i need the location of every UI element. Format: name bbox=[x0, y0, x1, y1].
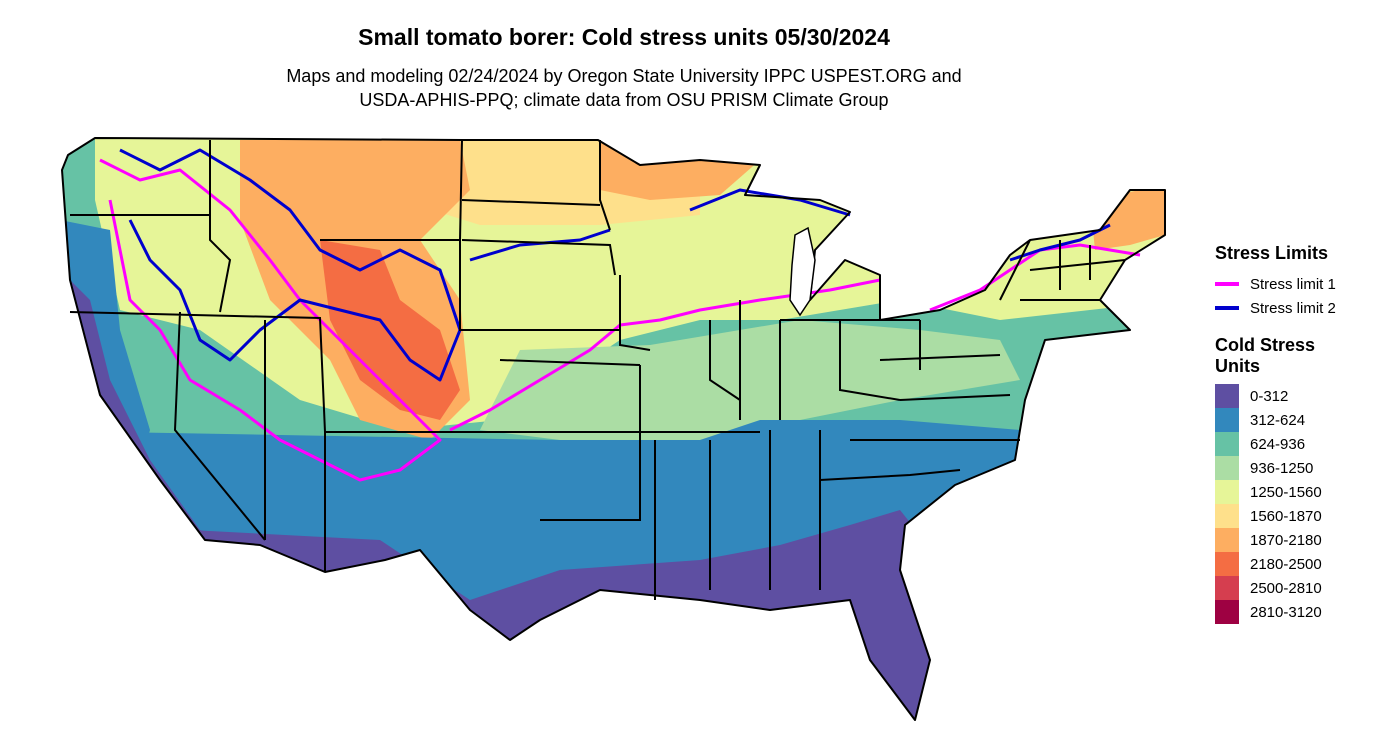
subtitle-line-2: USDA-APHIS-PPQ; climate data from OSU PR… bbox=[359, 90, 889, 110]
cold-stress-unit-label: 624-936 bbox=[1250, 435, 1306, 453]
state-borders bbox=[69, 139, 1126, 600]
cold-stress-unit-swatch bbox=[1215, 528, 1239, 552]
cold-stress-unit-label: 1870-2180 bbox=[1250, 531, 1322, 549]
cold-stress-unit-label: 2180-2500 bbox=[1250, 555, 1322, 573]
cold-stress-unit-legend-item: 936-1250 bbox=[1215, 456, 1313, 480]
stress-bands bbox=[62, 138, 1165, 720]
cold-stress-unit-legend-item: 1560-1870 bbox=[1215, 504, 1322, 528]
lake-michigan bbox=[789, 226, 816, 317]
stress-limit-label: Stress limit 2 bbox=[1250, 299, 1336, 317]
band-2180-2500-colorado bbox=[320, 240, 460, 420]
cold-stress-unit-swatch bbox=[1215, 576, 1239, 600]
cold-stress-unit-label: 312-624 bbox=[1250, 411, 1306, 429]
stress-limit-1-line-west bbox=[99, 158, 442, 482]
stress-limit-label: Stress limit 1 bbox=[1250, 275, 1336, 293]
band-936-1250 bbox=[480, 320, 1020, 440]
cold-stress-units-title-line-2: Units bbox=[1215, 356, 1260, 376]
cold-stress-unit-swatch bbox=[1215, 600, 1239, 624]
state-border-east bbox=[780, 319, 1020, 481]
us-outline bbox=[61, 137, 1166, 721]
stress-limits-legend-title: Stress Limits bbox=[1215, 243, 1329, 263]
cold-stress-unit-legend-item: 624-936 bbox=[1215, 432, 1305, 456]
cold-stress-units-title-line-1: Cold Stress bbox=[1215, 335, 1316, 355]
stress-limit-swatch bbox=[1215, 282, 1239, 286]
state-border-west-coast-interior bbox=[69, 139, 500, 572]
cold-stress-unit-label: 2500-2810 bbox=[1250, 579, 1322, 597]
map-subtitle: Maps and modeling 02/24/2024 by Oregon S… bbox=[0, 64, 1248, 112]
state-border-plains bbox=[461, 140, 651, 433]
stress-limit-legend-item: Stress limit 2 bbox=[1215, 296, 1336, 320]
map-title: Small tomato borer: Cold stress units 05… bbox=[358, 24, 890, 50]
cold-stress-unit-legend-item: 0-312 bbox=[1215, 384, 1288, 408]
cold-stress-unit-legend-item: 2180-2500 bbox=[1215, 552, 1322, 576]
cold-stress-unit-swatch bbox=[1215, 432, 1239, 456]
cold-stress-unit-swatch bbox=[1215, 552, 1239, 576]
cold-stress-unit-swatch bbox=[1215, 480, 1239, 504]
stress-limit-swatch bbox=[1215, 306, 1239, 310]
stress-limit-2-line-west bbox=[119, 148, 462, 382]
cold-stress-unit-legend-item: 1870-2180 bbox=[1215, 528, 1322, 552]
cold-stress-units-legend-title: Cold Stress Units bbox=[1215, 335, 1315, 377]
state-border-northeast bbox=[999, 239, 1126, 301]
cold-stress-unit-label: 1560-1870 bbox=[1250, 507, 1322, 525]
cold-stress-unit-label: 1250-1560 bbox=[1250, 483, 1322, 501]
cold-stress-unit-label: 936-1250 bbox=[1250, 459, 1314, 477]
subtitle-line-1: Maps and modeling 02/24/2024 by Oregon S… bbox=[286, 66, 962, 86]
cold-stress-unit-label: 2810-3120 bbox=[1250, 603, 1322, 621]
cold-stress-unit-legend-item: 2810-3120 bbox=[1215, 600, 1322, 624]
cold-stress-unit-swatch bbox=[1215, 504, 1239, 528]
cold-stress-unit-swatch bbox=[1215, 456, 1239, 480]
state-border-central bbox=[540, 300, 821, 600]
cold-stress-unit-legend-item: 312-624 bbox=[1215, 408, 1305, 432]
cold-stress-unit-legend-item: 2500-2810 bbox=[1215, 576, 1322, 600]
us-cold-stress-map bbox=[61, 137, 1166, 721]
cold-stress-unit-legend-item: 1250-1560 bbox=[1215, 480, 1322, 504]
cold-stress-unit-swatch bbox=[1215, 384, 1239, 408]
stress-limit-legend-item: Stress limit 1 bbox=[1215, 272, 1336, 296]
cold-stress-unit-label: 0-312 bbox=[1250, 387, 1289, 405]
cold-stress-unit-swatch bbox=[1215, 408, 1239, 432]
